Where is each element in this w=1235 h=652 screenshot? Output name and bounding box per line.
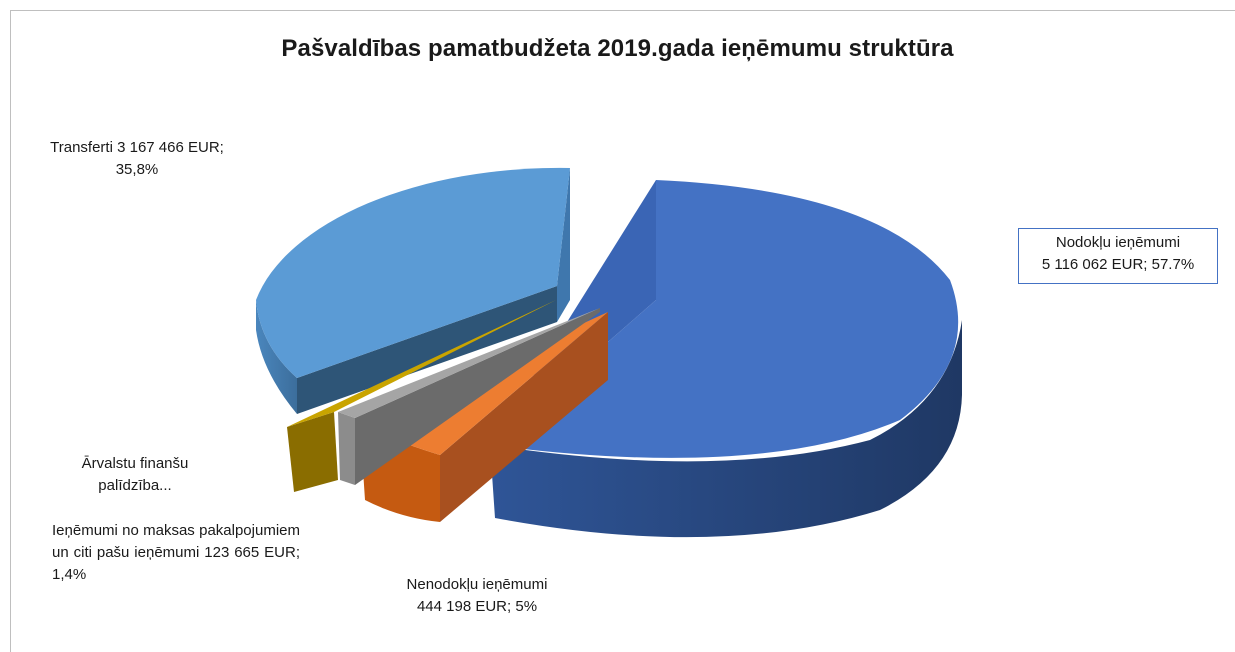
label-transferti: Transferti 3 167 466 EUR; 35,8% (12, 137, 262, 181)
label-nenodoklu-line1: Nenodokļu ieņēmumi (406, 576, 548, 593)
label-arvalstu: Ārvalstu finanšu palīdzība... (40, 453, 230, 497)
label-nenodoklu-line2: 444 198 EUR; 5% (416, 598, 538, 615)
label-arvalstu-line2: palīdzība... (98, 477, 172, 494)
label-transferti-line2: 35,8% (115, 161, 159, 178)
label-nodoklu-line2: 5 116 062 EUR; 57.7% (1041, 256, 1195, 273)
label-arvalstu-line1: Ārvalstu finanšu (81, 455, 189, 472)
label-nodoklu-line1: Nodokļu ieņēmumi (1055, 234, 1181, 251)
label-ienemumi: Ieņēmumi no maksas pakalpojumiem un citi… (52, 522, 300, 583)
chart-title: Pašvaldības pamatbudžeta 2019.gada ieņēm… (281, 35, 954, 62)
label-nenodoklu: Nenodokļu ieņēmumi 444 198 EUR; 5% (372, 574, 582, 618)
slice-arvalstu (287, 300, 556, 492)
label-transferti-line1: Transferti 3 167 466 EUR; (50, 139, 224, 156)
label-nodoklu: Nodokļu ieņēmumi 5 116 062 EUR; 57.7% (1018, 228, 1218, 284)
slice-ienemumi (338, 308, 600, 485)
slice-transferti (256, 167, 570, 414)
